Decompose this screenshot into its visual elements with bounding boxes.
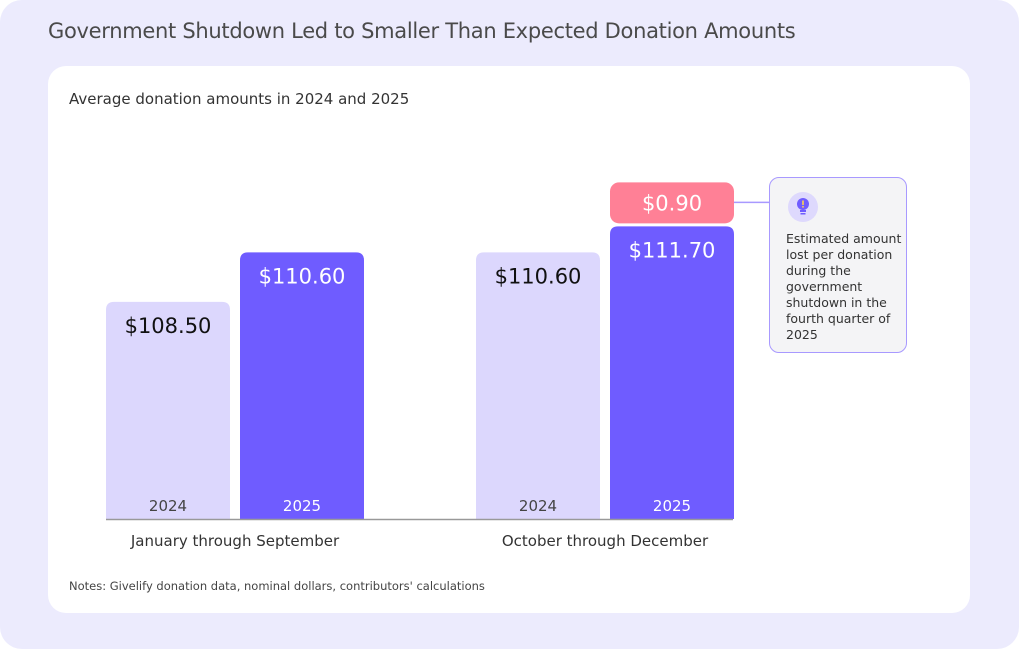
bar-2025	[240, 252, 364, 519]
x-category-label: January through September	[130, 532, 340, 550]
x-category-label: October through December	[502, 532, 709, 550]
bar-series-label: 2024	[149, 497, 187, 515]
bar-series-label: 2025	[653, 497, 691, 515]
bar-value-label: $110.60	[495, 264, 582, 288]
chart-notes: Notes: Givelify donation data, nominal d…	[69, 579, 485, 593]
lightbulb-exclamation-icon	[788, 192, 818, 222]
chart-title: Government Shutdown Led to Smaller Than …	[48, 19, 796, 43]
bar-2024	[476, 252, 600, 519]
callout-box: Estimated amount lost per donation durin…	[769, 177, 907, 353]
bar-2025	[610, 226, 734, 520]
callout-text: Estimated amount lost per donation durin…	[786, 231, 902, 342]
bar-value-label: $111.70	[629, 238, 716, 262]
loss-segment	[610, 182, 734, 224]
bar-series-label: 2025	[283, 497, 321, 515]
bar-2024	[106, 301, 230, 519]
chart-subtitle: Average donation amounts in 2024 and 202…	[69, 90, 410, 108]
loss-value-label: $0.90	[642, 191, 702, 215]
bar-series-label: 2024	[519, 497, 557, 515]
bar-value-label: $108.50	[125, 314, 212, 338]
bar-value-label: $110.60	[259, 264, 346, 288]
